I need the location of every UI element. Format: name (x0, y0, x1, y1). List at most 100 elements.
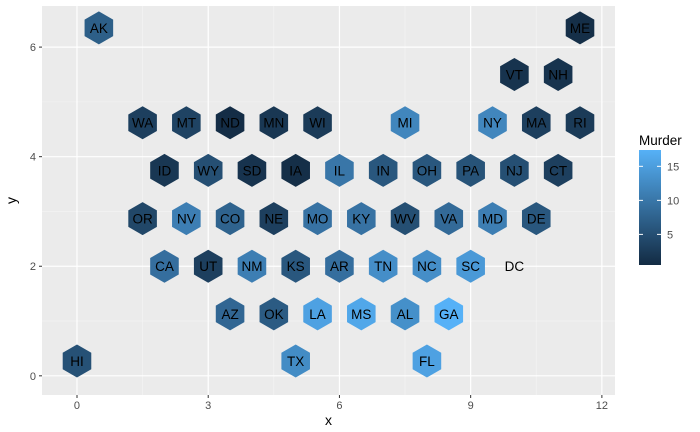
hex-sc (456, 249, 485, 283)
hex-nc (412, 249, 442, 283)
hex-ok (259, 297, 289, 331)
hex-md (478, 202, 507, 236)
hex-label-ri: RI (573, 116, 587, 131)
hex-label-nm: NM (241, 259, 262, 274)
hex-ga (434, 297, 464, 331)
hex-label-ks: KS (287, 259, 305, 274)
hex-label-nh: NH (548, 67, 568, 82)
hex-va (434, 202, 464, 236)
hex-label-ga: GA (439, 307, 459, 322)
hex-label-ny: NY (483, 116, 502, 131)
hex-ut (193, 249, 223, 283)
hex-il (325, 153, 354, 187)
hex-label-mi: MI (398, 116, 413, 131)
hex-label-oh: OH (417, 163, 437, 178)
hex-az (215, 297, 245, 331)
hex-label-ca: CA (155, 259, 174, 274)
hex-label-id: ID (158, 163, 172, 178)
hex-ms (347, 297, 376, 331)
y-tick-label: 6 (30, 42, 36, 54)
hex-mt (172, 106, 201, 140)
hex-label-wv: WV (394, 212, 416, 227)
hex-label-il: IL (334, 163, 346, 178)
legend-tick-label: 5 (667, 229, 673, 241)
x-tick-label: 9 (468, 400, 474, 412)
hex-mi (390, 106, 420, 140)
hex-ma (521, 106, 551, 140)
x-tick-label: 3 (205, 400, 211, 412)
hexagon-marks (62, 11, 595, 378)
hex-tx (281, 344, 310, 378)
hex-label-co: CO (220, 212, 240, 227)
hex-label-ut: UT (199, 259, 217, 274)
x-axis-title: x (325, 412, 332, 428)
hex-ct (543, 153, 573, 187)
hex-ia (281, 153, 310, 187)
hex-wa (128, 106, 157, 140)
hex-sd (237, 153, 267, 187)
hex-vt (500, 57, 529, 91)
hex-oh (412, 153, 442, 187)
axes: 0 3 6 9 12 0 2 4 6 (30, 42, 608, 412)
legend: Murder 5 10 15 (639, 133, 682, 265)
hex-label-ok: OK (264, 307, 284, 322)
hex-label-la: LA (309, 307, 326, 322)
hex-pa (456, 153, 485, 187)
hex-label-mt: MT (177, 116, 197, 131)
hex-ca (150, 249, 179, 283)
plot-panel (42, 6, 615, 395)
x-tick-label: 6 (336, 400, 342, 412)
hex-ne (259, 202, 289, 236)
hex-label-ky: KY (352, 212, 370, 227)
hex-label-in: IN (376, 163, 390, 178)
hex-label-wi: WI (309, 116, 326, 131)
hex-label-wy: WY (197, 163, 219, 178)
hex-label-al: AL (397, 307, 414, 322)
y-tick-label: 0 (30, 371, 36, 383)
hexagon-labels: AK ME VT NH WA MT ND MN WI MI NY MA RI ID WY SD IA IL IN OH… (70, 21, 590, 369)
hex-label-or: OR (132, 212, 153, 227)
hex-label-fl: FL (419, 354, 435, 369)
hex-mo (303, 202, 332, 236)
hex-label-ia: IA (289, 163, 302, 178)
hex-label-sc: SC (461, 259, 480, 274)
hex-wv (390, 202, 420, 236)
hex-nj (500, 153, 529, 187)
hex-al (390, 297, 420, 331)
hex-id (150, 153, 179, 187)
legend-title: Murder (639, 133, 682, 148)
hex-de (521, 202, 551, 236)
hex-label-tx: TX (287, 354, 304, 369)
hex-label-ar: AR (330, 259, 349, 274)
hex-label-ne: NE (264, 212, 283, 227)
hex-label-nd: ND (220, 116, 240, 131)
y-axis-title: y (3, 197, 19, 204)
hex-label-tn: TN (374, 259, 392, 274)
hex-label-pa: PA (462, 163, 479, 178)
hex-ar (325, 249, 354, 283)
hex-or (128, 202, 157, 236)
hex-nv (172, 202, 201, 236)
hex-label-vt: VT (506, 67, 523, 82)
hex-label-md: MD (482, 212, 503, 227)
y-tick-label: 4 (30, 152, 36, 164)
hex-ny (478, 106, 507, 140)
hex-me (565, 11, 595, 45)
hex-la (303, 297, 332, 331)
hex-in (368, 153, 398, 187)
hex-wy (193, 153, 223, 187)
legend-tick-label: 15 (667, 161, 679, 173)
hex-label-hi: HI (70, 354, 84, 369)
hex-label-sd: SD (243, 163, 262, 178)
hex-ks (281, 249, 310, 283)
y-tick-label: 2 (30, 261, 36, 273)
legend-tick-label: 10 (667, 195, 679, 207)
hex-label-ms: MS (351, 307, 371, 322)
hex-nh (543, 57, 573, 91)
hex-co (215, 202, 245, 236)
x-tick-label: 0 (74, 400, 80, 412)
hex-label-mn: MN (263, 116, 284, 131)
legend-colorbar (639, 150, 661, 265)
